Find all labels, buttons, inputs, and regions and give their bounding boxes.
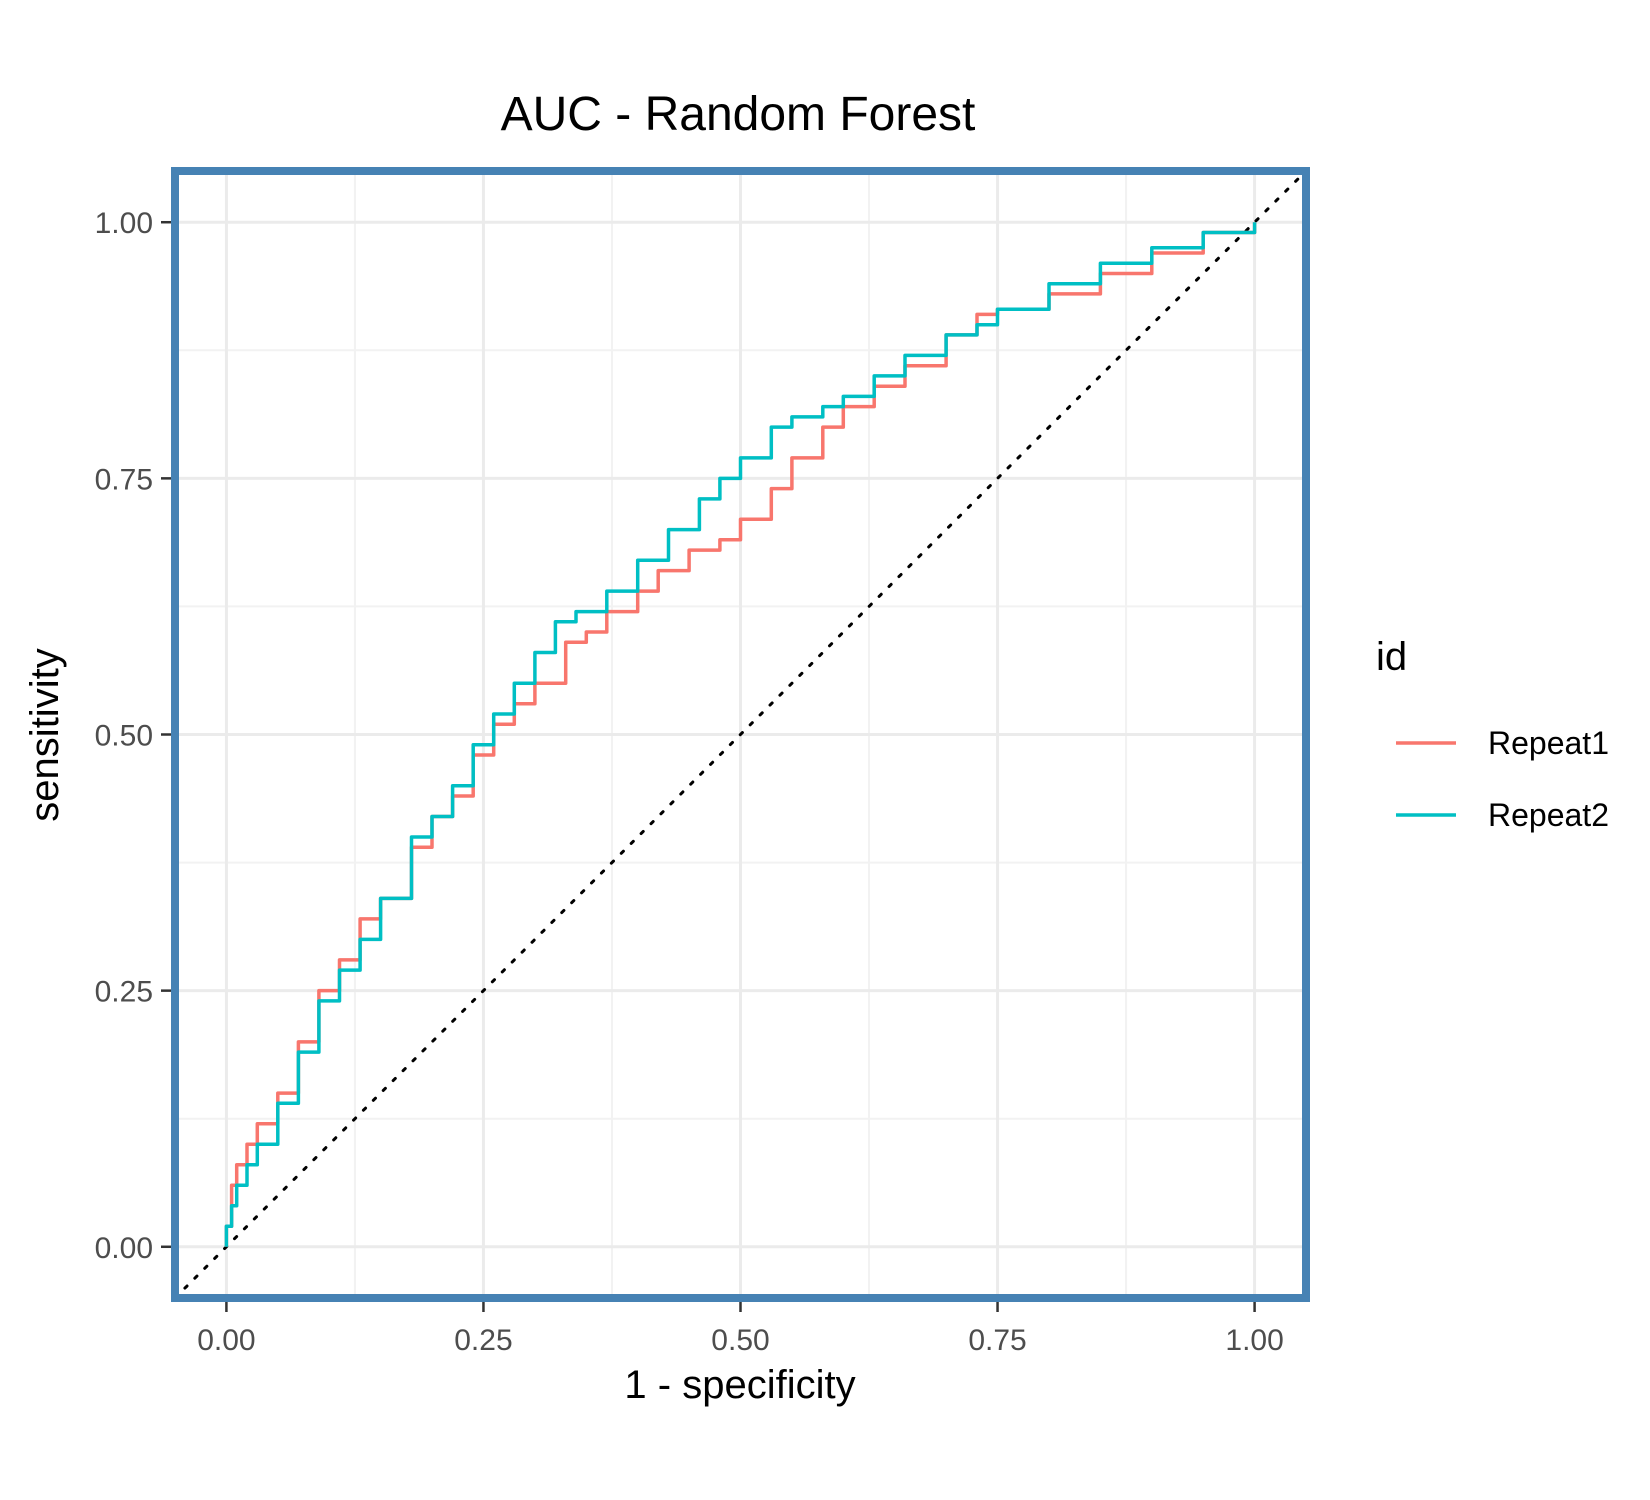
- y-tick-label: 0.00: [95, 1232, 153, 1265]
- x-tick-label: 1.00: [1225, 1324, 1283, 1357]
- legend-title: id: [1376, 635, 1407, 679]
- y-tick-label: 0.75: [95, 463, 153, 496]
- legend-label-repeat2: Repeat2: [1488, 797, 1609, 833]
- legend: id Repeat1 Repeat2: [1376, 635, 1609, 833]
- y-tick-label: 0.50: [95, 720, 153, 753]
- y-axis-title: sensitivity: [23, 648, 67, 821]
- x-tick-label: 0.25: [454, 1324, 512, 1357]
- x-axis-ticks: 0.00 0.25 0.50 0.75 1.00: [197, 1302, 1284, 1357]
- panel-border: [171, 167, 1310, 1302]
- legend-label-repeat1: Repeat1: [1488, 725, 1609, 761]
- chart-title: AUC - Random Forest: [501, 88, 976, 141]
- x-axis-title: 1 - specificity: [624, 1363, 855, 1407]
- roc-series: [224, 222, 1257, 1247]
- y-tick-label: 0.25: [95, 976, 153, 1009]
- x-tick-label: 0.50: [711, 1324, 769, 1357]
- y-axis-ticks: 0.00 0.25 0.50 0.75 1.00: [95, 207, 171, 1265]
- x-tick-label: 0.75: [968, 1324, 1026, 1357]
- series-line-repeat2: [224, 222, 1257, 1247]
- x-tick-label: 0.00: [197, 1324, 255, 1357]
- reference-diagonal: [173, 169, 1308, 1300]
- reference-line: [173, 169, 1308, 1300]
- y-tick-label: 1.00: [95, 207, 153, 240]
